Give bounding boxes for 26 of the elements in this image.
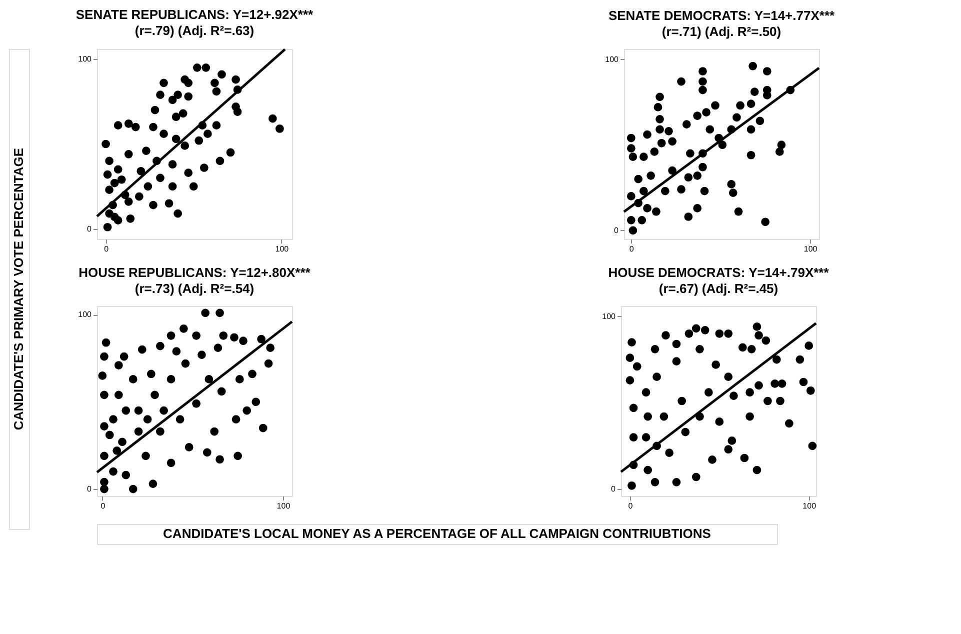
x-tick-label: 0 bbox=[104, 244, 110, 254]
chart-title: HOUSE DEMOCRATS: Y=14+.79X*** bbox=[608, 265, 830, 280]
x-axis-title: CANDIDATE'S LOCAL MONEY AS A PERCENTAGE OF ALL CAMPAIGN CONTRIUBTIONS bbox=[163, 526, 712, 541]
chart-subtitle: (r=.71) (Adj. R²=.50) bbox=[662, 24, 782, 39]
x-tick-label: 100 bbox=[804, 244, 818, 254]
x-tick-label: 0 bbox=[628, 502, 634, 510]
y-tick-label: 0 bbox=[87, 224, 92, 234]
y-tick-label: 100 bbox=[602, 312, 616, 321]
chart-subtitle: (r=.79) (Adj. R²=.63) bbox=[134, 23, 254, 38]
chart-title: SENATE DEMOCRATS: Y=14+.77X*** bbox=[608, 8, 836, 23]
y-axis-title: CANDIDATE'S PRIMARY VOTE PERCENTAGE bbox=[11, 148, 26, 430]
chart-subtitle: (r=.73) (Adj. R²=.54) bbox=[134, 281, 254, 296]
y-tick-label: 100 bbox=[78, 310, 92, 320]
y-tick-label: 100 bbox=[78, 54, 92, 64]
x-tick-label: 100 bbox=[802, 502, 817, 510]
x-tick-label: 0 bbox=[100, 502, 106, 510]
chart-title: SENATE REPUBLICANS: Y=12+.92X*** bbox=[76, 7, 314, 22]
y-tick-label: 0 bbox=[614, 226, 620, 235]
chart-title: HOUSE REPUBLICANS: Y=12+.80X*** bbox=[78, 265, 312, 280]
x-tick-label: 100 bbox=[275, 244, 290, 254]
y-tick-label: 0 bbox=[87, 484, 92, 494]
x-tick-label: 0 bbox=[629, 244, 634, 254]
y-tick-label: 100 bbox=[605, 54, 620, 64]
x-tick-label: 100 bbox=[276, 502, 291, 510]
y-tick-label: 0 bbox=[611, 484, 616, 494]
chart-subtitle: (r=.67) (Adj. R²=.45) bbox=[658, 281, 778, 296]
